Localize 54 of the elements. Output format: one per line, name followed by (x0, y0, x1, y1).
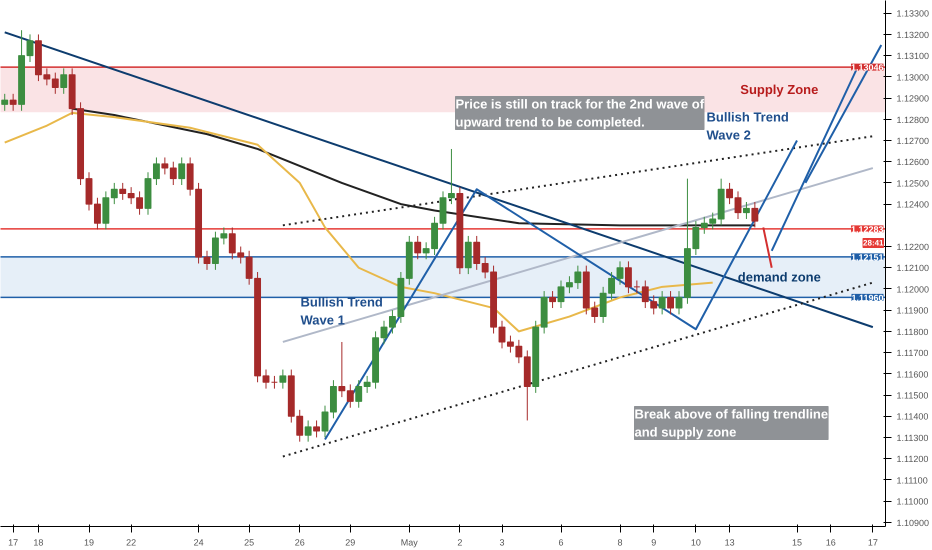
x-tick-label: 19 (84, 538, 94, 548)
y-tick-label: 1.11100 (896, 475, 928, 486)
x-tick-label: 22 (126, 538, 136, 548)
x-tick-label: 13 (724, 538, 735, 548)
x-tick-label: 17 (868, 538, 878, 548)
x-tick-label: 6 (558, 538, 564, 548)
x-tick-label: 29 (345, 538, 356, 548)
y-tick-label: 1.12000 (896, 284, 930, 294)
y-tick-label: 1.12700 (896, 136, 930, 146)
ref-line-label: 1.13046 (850, 62, 884, 73)
ref-line-label: 1.12151 (850, 252, 884, 262)
x-tick-label: 8 (617, 538, 623, 548)
x-tick-label: 18 (33, 538, 44, 548)
y-tick-label: 1.11700 (896, 348, 928, 358)
x-tick-label: 25 (244, 538, 254, 548)
x-tick-label: 9 (651, 538, 656, 548)
y-tick-label: 1.11300 (896, 432, 928, 443)
y-tick-label: 1.11800 (896, 326, 928, 337)
annotation: Bullish Trend Wave 2 (706, 110, 789, 142)
x-tick-label: 10 (690, 538, 701, 548)
y-tick-label: 1.12400 (896, 200, 930, 210)
y-tick-label: 1.10900 (896, 518, 930, 528)
y-tick-label: 1.12900 (896, 94, 930, 104)
x-tick-label: May (400, 538, 418, 548)
y-tick-label: 1.11900 (896, 306, 928, 316)
y-tick-label: 1.12200 (896, 242, 930, 252)
y-tick-label: 1.13300 (896, 8, 930, 19)
x-tick-label: 3 (499, 538, 505, 548)
x-tick-label: 15 (792, 538, 802, 548)
band-label: demand zone (738, 270, 821, 285)
y-tick-label: 1.12800 (896, 114, 930, 125)
y-tick-label: 1.12600 (896, 157, 930, 168)
annotation: 28:41 (863, 238, 884, 248)
x-tick-label: 17 (8, 538, 18, 548)
x-tick-label: 2 (457, 538, 462, 548)
y-tick-label: 1.11200 (896, 454, 928, 464)
y-tick-label: 1.12100 (896, 263, 930, 274)
y-tick-label: 1.13200 (896, 30, 930, 40)
annotation: Bullish Trend Wave 1 (300, 294, 383, 328)
annotation: Price is still on track for the 2nd wave of upward trend to be completed. (456, 96, 705, 130)
y-tick-label: 1.11500 (896, 390, 928, 400)
x-tick-label: 16 (826, 538, 836, 548)
band-label: Supply Zone (740, 82, 818, 98)
x-tick-label: 24 (194, 538, 204, 548)
annotation: Break above of falling trendline and supply zone (634, 406, 828, 440)
y-tick-label: 1.13000 (896, 72, 930, 82)
x-tick-label: 26 (294, 538, 305, 548)
ref-line-label: 1.11960 (851, 292, 884, 303)
ref-line-label: 1.12283 (850, 224, 884, 234)
y-tick-label: 1.11400 (896, 412, 928, 422)
y-tick-label: 1.12500 (896, 178, 930, 188)
y-tick-label: 1.13100 (896, 51, 930, 62)
y-tick-label: 1.11600 (896, 369, 928, 380)
y-tick-label: 1.11000 (896, 496, 928, 507)
